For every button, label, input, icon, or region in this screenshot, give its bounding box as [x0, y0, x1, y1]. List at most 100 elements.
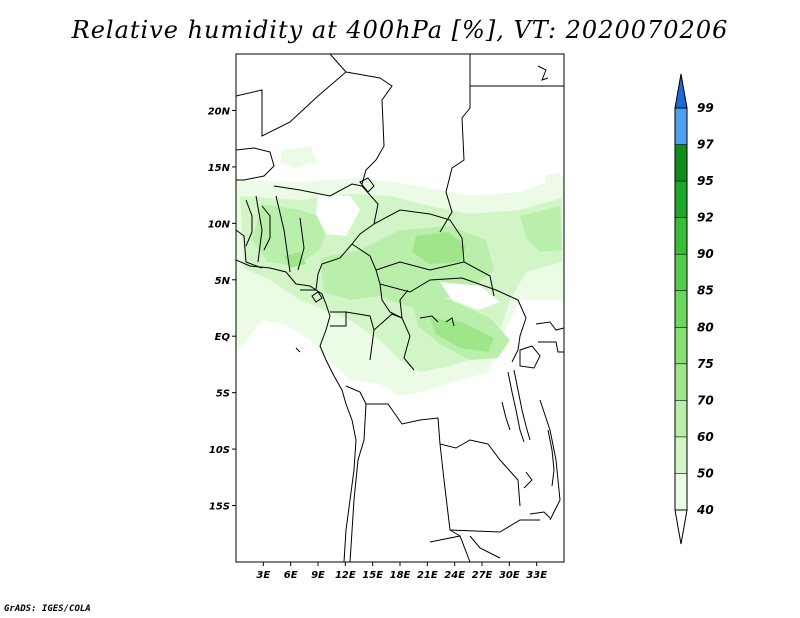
border-line [439, 54, 471, 233]
colorbar-segment [675, 327, 687, 364]
colorbar-segment [675, 290, 687, 328]
longitude-axis: 3E 6E 9E 12E 15E 18E 21E 24E 27E 30E 33E [256, 562, 547, 581]
dry-region-a [440, 282, 500, 310]
colorbar-label: 70 [697, 393, 714, 407]
border-line [535, 321, 564, 331]
coastline-west-africa [236, 259, 357, 562]
coastline [236, 65, 555, 562]
border-line [273, 183, 379, 245]
lon-tick-label: 9E [311, 570, 325, 581]
lon-tick-label: 21E [417, 570, 438, 581]
border-line [429, 535, 471, 562]
border-line [236, 147, 275, 181]
border-line [469, 535, 501, 559]
lake-malawi [547, 429, 555, 487]
colorbar-label: 80 [697, 320, 714, 334]
colorbar-segment [675, 181, 687, 218]
border-line [439, 443, 461, 537]
colorbar-segment [675, 108, 687, 145]
lon-tick-label: 12E [335, 570, 356, 581]
colorbar-segment [675, 400, 687, 437]
map-title: Relative humidity at 400hPa [%], VT: 202… [71, 16, 729, 44]
border-line [487, 443, 521, 507]
lon-tick-label: 30E [499, 570, 520, 581]
humidity-contour-60d [520, 206, 562, 252]
lat-tick-label: EQ [215, 332, 231, 343]
humidity-field [236, 146, 564, 396]
border-line [539, 399, 557, 461]
lake-kivu [501, 401, 511, 431]
lon-tick-label: 33E [526, 570, 547, 581]
border-line [297, 217, 305, 271]
colorbar-label: 95 [697, 174, 714, 188]
river-shore [529, 511, 551, 519]
island-coast [537, 65, 549, 81]
colorbar-segment [675, 144, 687, 182]
island-coast [295, 347, 301, 353]
border-line [399, 289, 409, 319]
border-line [549, 459, 561, 521]
dry-region-b [316, 196, 360, 236]
lat-tick-label: 15N [208, 163, 231, 174]
grads-credit: GrADS: IGES/COLA [4, 604, 91, 614]
lon-tick-label: 6E [284, 570, 298, 581]
border-line [236, 229, 263, 269]
humidity-contour-70b [430, 318, 494, 352]
border-line [373, 209, 495, 297]
lat-tick-label: 15S [209, 502, 230, 513]
lake-tanganyika-shore [513, 369, 531, 441]
border-line [373, 313, 415, 371]
lat-tick-label: 10N [208, 219, 231, 230]
lat-tick-label: 5S [216, 389, 230, 400]
border-line [345, 311, 375, 361]
lon-tick-label: 3E [256, 570, 270, 581]
humidity-contour-70 [412, 232, 466, 264]
border-line [275, 195, 291, 273]
colorbar-label: 75 [697, 357, 714, 371]
colorbar-label: 97 [697, 138, 714, 152]
lon-tick-label: 15E [362, 570, 383, 581]
lake-victoria [519, 345, 541, 369]
border-line [511, 317, 527, 363]
border-line [330, 311, 347, 327]
colorbar: 40 50 60 70 75 80 85 90 92 95 97 99 [674, 73, 714, 545]
colorbar-label: 85 [697, 284, 714, 298]
border-line [261, 205, 271, 251]
colorbar-segment [675, 217, 687, 255]
humidity-patch-40b [545, 172, 562, 190]
lon-tick-label: 24E [444, 570, 465, 581]
country-borders [236, 54, 564, 562]
colorbar-segment [675, 473, 687, 510]
colorbar-segment [675, 436, 687, 474]
border-line [345, 385, 489, 449]
border-line [449, 519, 540, 533]
lake-small [445, 317, 455, 327]
lat-tick-label: 5N [215, 276, 231, 287]
lake-chad [359, 177, 375, 193]
colorbar-label: 60 [697, 430, 714, 444]
lat-tick-label: 20N [208, 106, 231, 117]
border-line [255, 195, 263, 263]
humidity-patch-40a [280, 146, 318, 168]
border-line [375, 261, 465, 271]
border-line [379, 277, 527, 319]
river-shore [523, 471, 533, 489]
colorbar-segment [675, 363, 687, 401]
humidity-contour-70c [284, 252, 306, 268]
colorbar-over-triangle [674, 73, 688, 109]
latitude-axis: 20N 15N 10N 5N EQ 5S 10S 15S [208, 106, 236, 513]
lon-tick-label: 18E [390, 570, 411, 581]
lon-tick-label: 27E [472, 570, 493, 581]
lake-tanganyika [507, 371, 525, 443]
border-line [345, 71, 393, 185]
colorbar-label: 40 [696, 503, 714, 517]
island-coast [311, 291, 323, 303]
border-line [349, 403, 367, 562]
colorbar-label: 90 [697, 247, 714, 261]
lat-tick-label: 10S [209, 445, 230, 456]
colorbar-under-triangle [674, 509, 688, 545]
border-line [538, 341, 564, 353]
colorbar-label: 50 [697, 466, 714, 480]
border-line [236, 54, 347, 137]
